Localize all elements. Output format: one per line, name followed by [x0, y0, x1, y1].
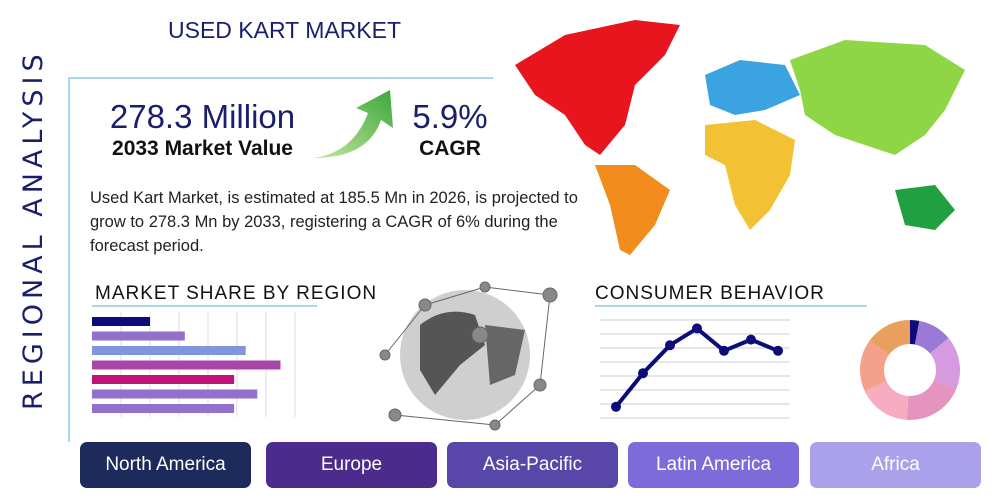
section-underline [595, 305, 867, 307]
cagr-block: 5.9% CAGR [400, 98, 500, 162]
bar [92, 404, 235, 413]
data-point [692, 323, 702, 334]
bar [92, 317, 150, 326]
bar [92, 346, 246, 355]
side-label: REGIONAL ANALYSIS [18, 49, 49, 410]
section-title-behavior: CONSUMER BEHAVIOR [595, 283, 825, 304]
donut-slice [906, 379, 957, 420]
donut-slice [914, 320, 949, 354]
data-point [611, 401, 621, 412]
bar [92, 331, 185, 341]
donut-slice [869, 320, 910, 355]
page-title: USED KART MARKET [168, 17, 402, 43]
data-point [746, 334, 756, 345]
region-button-africa[interactable]: Africa [810, 442, 981, 488]
market-value: 278.3 Million [109, 98, 296, 135]
market-share-bar-chart [92, 312, 296, 417]
description: Used Kart Market, is estimated at 185.5 … [90, 189, 578, 255]
donut-slice [860, 340, 889, 392]
donut-slice [864, 381, 909, 420]
region-button-latin-america[interactable]: Latin America [628, 442, 799, 488]
donut-slice [930, 338, 960, 389]
data-point [719, 345, 729, 356]
section-underline [92, 305, 317, 307]
consumer-behavior-line-chart [600, 319, 790, 419]
world-map [515, 20, 965, 255]
bar [92, 360, 281, 370]
growth-arrow-icon [313, 90, 393, 158]
cagr-value: 5.9% [412, 98, 488, 135]
region-button-asia-pacific[interactable]: Asia-Pacific [447, 442, 618, 488]
frame-divider [68, 77, 70, 442]
region-button-north-america[interactable]: North America [80, 442, 251, 488]
market-value-block: 278.3 Million 2033 Market Value [80, 98, 325, 162]
cagr-label: CAGR [419, 137, 481, 160]
bar [92, 389, 258, 399]
bar [92, 375, 235, 384]
section-title-share: MARKET SHARE BY REGION [95, 283, 378, 304]
data-point [638, 368, 648, 379]
donut-slice [910, 320, 920, 345]
data-point [665, 340, 675, 351]
data-point [773, 345, 783, 356]
region-button-europe[interactable]: Europe [266, 442, 437, 488]
globe-network-illustration [379, 281, 558, 431]
consumer-behavior-donut-chart [860, 320, 960, 420]
frame-divider [68, 77, 493, 79]
market-value-label: 2033 Market Value [112, 137, 293, 160]
